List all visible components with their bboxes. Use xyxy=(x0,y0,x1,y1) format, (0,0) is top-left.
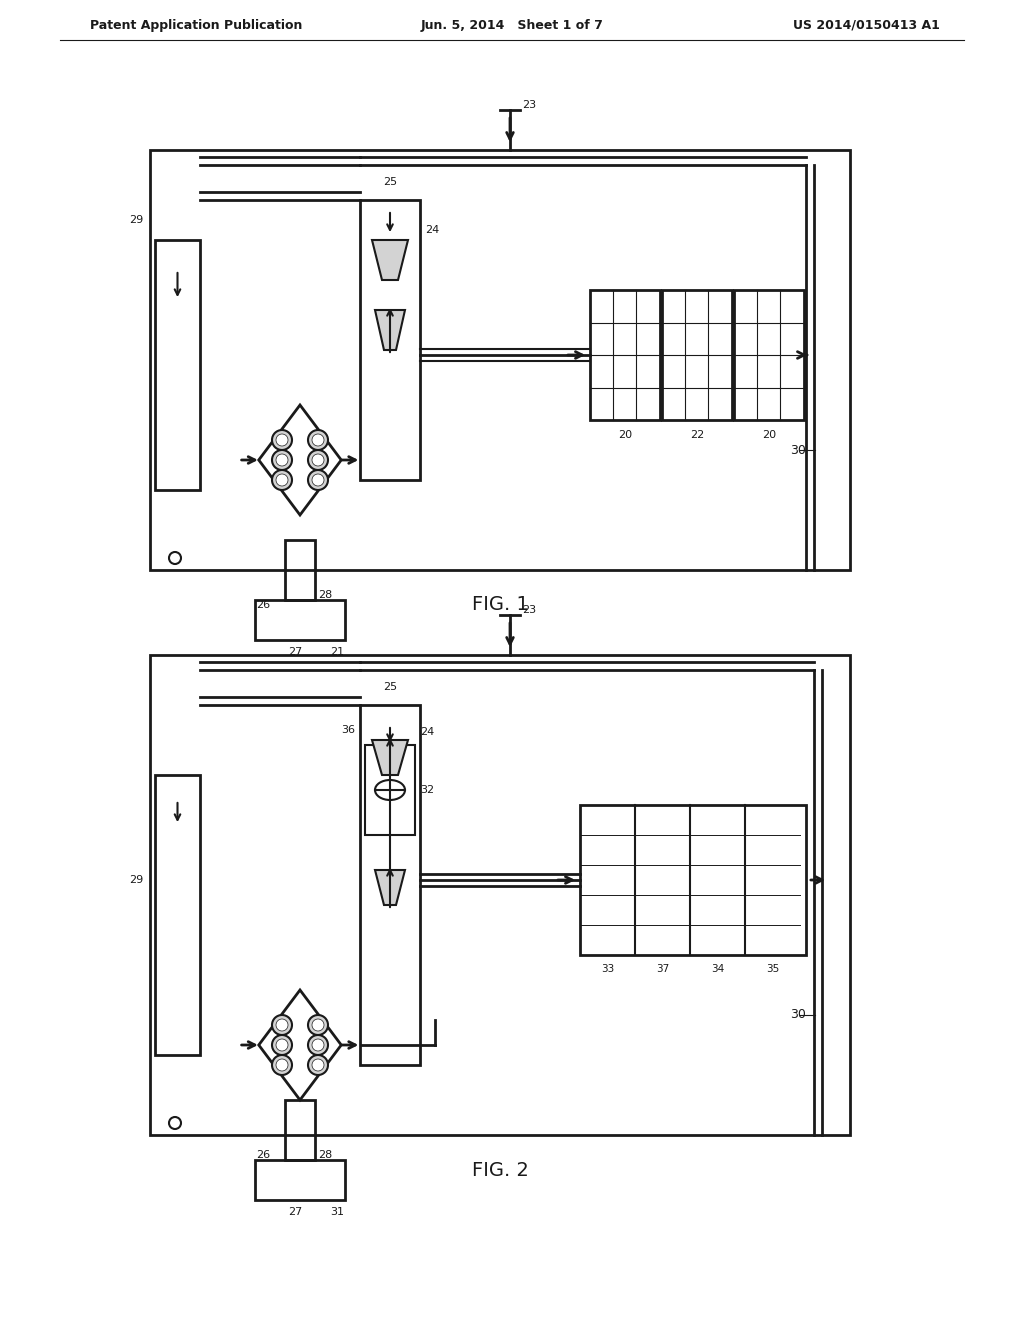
Text: 25: 25 xyxy=(383,682,397,692)
Text: 28: 28 xyxy=(318,1150,332,1160)
Circle shape xyxy=(272,470,292,490)
Bar xyxy=(285,540,315,601)
Circle shape xyxy=(276,1019,288,1031)
Text: 27: 27 xyxy=(288,1206,302,1217)
Circle shape xyxy=(312,474,324,486)
Circle shape xyxy=(308,1055,328,1074)
Text: 25: 25 xyxy=(383,177,397,187)
Circle shape xyxy=(308,450,328,470)
Circle shape xyxy=(276,1059,288,1071)
Text: 30: 30 xyxy=(790,1008,806,1022)
Text: 20: 20 xyxy=(617,430,632,440)
Text: 37: 37 xyxy=(656,964,669,974)
Text: 29: 29 xyxy=(129,875,143,884)
Text: 24: 24 xyxy=(420,727,434,737)
Circle shape xyxy=(312,1039,324,1051)
Bar xyxy=(150,655,850,1135)
Bar xyxy=(150,150,850,570)
Bar xyxy=(285,1100,315,1160)
Circle shape xyxy=(272,1055,292,1074)
Circle shape xyxy=(308,430,328,450)
Text: 27: 27 xyxy=(288,647,302,657)
Text: 36: 36 xyxy=(341,725,355,735)
Circle shape xyxy=(272,1035,292,1055)
Text: 23: 23 xyxy=(522,605,537,615)
Text: 31: 31 xyxy=(330,1206,344,1217)
Text: Jun. 5, 2014   Sheet 1 of 7: Jun. 5, 2014 Sheet 1 of 7 xyxy=(421,18,603,32)
Circle shape xyxy=(308,470,328,490)
Polygon shape xyxy=(375,870,406,906)
Text: FIG. 1: FIG. 1 xyxy=(472,595,528,615)
Text: 32: 32 xyxy=(420,785,434,795)
Circle shape xyxy=(272,430,292,450)
Text: 26: 26 xyxy=(256,601,270,610)
Bar xyxy=(734,290,804,420)
Bar xyxy=(662,290,732,420)
Circle shape xyxy=(169,552,181,564)
Polygon shape xyxy=(372,240,408,280)
Circle shape xyxy=(276,474,288,486)
Bar xyxy=(255,601,345,640)
Bar xyxy=(155,775,200,1055)
Bar xyxy=(155,240,200,490)
Circle shape xyxy=(312,434,324,446)
Text: 23: 23 xyxy=(522,100,537,110)
Text: 33: 33 xyxy=(601,964,614,974)
Text: US 2014/0150413 A1: US 2014/0150413 A1 xyxy=(794,18,940,32)
Polygon shape xyxy=(372,741,408,775)
Text: 26: 26 xyxy=(256,1150,270,1160)
Circle shape xyxy=(272,450,292,470)
Bar xyxy=(580,805,806,954)
Bar xyxy=(360,705,420,1065)
Circle shape xyxy=(308,1035,328,1055)
Polygon shape xyxy=(375,310,406,350)
Circle shape xyxy=(169,1117,181,1129)
Circle shape xyxy=(272,1015,292,1035)
Text: 24: 24 xyxy=(425,224,439,235)
Text: 28: 28 xyxy=(318,590,332,601)
Bar xyxy=(255,1160,345,1200)
Text: 22: 22 xyxy=(690,430,705,440)
Bar xyxy=(360,201,420,480)
Text: 35: 35 xyxy=(766,964,779,974)
Circle shape xyxy=(312,1059,324,1071)
Circle shape xyxy=(276,434,288,446)
Bar xyxy=(365,744,415,836)
Polygon shape xyxy=(259,990,341,1100)
Polygon shape xyxy=(259,405,341,515)
Circle shape xyxy=(312,454,324,466)
Circle shape xyxy=(312,1019,324,1031)
Circle shape xyxy=(308,1015,328,1035)
Circle shape xyxy=(276,1039,288,1051)
Circle shape xyxy=(276,454,288,466)
Text: 20: 20 xyxy=(762,430,776,440)
Text: 30: 30 xyxy=(790,444,806,457)
Text: 34: 34 xyxy=(711,964,724,974)
Text: Patent Application Publication: Patent Application Publication xyxy=(90,18,302,32)
Text: 29: 29 xyxy=(129,215,143,224)
Bar xyxy=(590,290,660,420)
Text: 21: 21 xyxy=(330,647,344,657)
Text: FIG. 2: FIG. 2 xyxy=(472,1160,528,1180)
